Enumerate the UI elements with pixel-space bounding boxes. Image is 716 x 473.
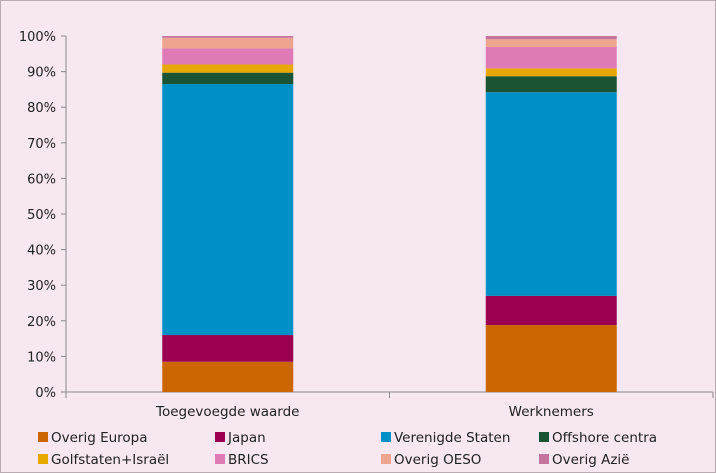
bar-segment-overig-europa <box>485 325 617 392</box>
y-tick-label: 10% <box>27 350 56 365</box>
legend-label: BRICS <box>228 452 269 468</box>
legend-swatch <box>215 432 225 442</box>
legend-label: Overig Europa <box>51 430 148 446</box>
legend-label: Offshore centra <box>552 430 657 446</box>
legend-label: Japan <box>227 430 266 446</box>
y-tick-label: 0% <box>35 386 56 401</box>
legend-swatch <box>38 454 48 464</box>
y-tick-label: 20% <box>27 315 56 330</box>
y-tick-label: 70% <box>27 137 56 152</box>
legend-swatch <box>38 432 48 442</box>
bar-segment-offshore-centra <box>485 76 617 93</box>
bar-segment-overig-azi- <box>162 36 294 38</box>
bar-segment-golfstaten-isra-l <box>485 68 617 77</box>
bar-segment-golfstaten-isra-l <box>162 64 294 73</box>
bar-segment-japan <box>485 295 617 326</box>
y-tick-label: 30% <box>27 279 56 294</box>
bar-segment-verenigde-staten <box>162 84 294 336</box>
bar-segment-brics <box>162 48 294 65</box>
legend-swatch <box>215 454 225 464</box>
bar-segment-overig-oeso <box>162 37 294 49</box>
bar-segment-overig-europa <box>162 361 294 392</box>
y-tick-label: 50% <box>27 208 56 223</box>
legend-swatch <box>381 454 391 464</box>
bar-segment-brics <box>485 47 617 69</box>
legend-swatch <box>381 432 391 442</box>
y-tick-label: 40% <box>27 244 56 259</box>
bar-segment-overig-azi- <box>485 36 617 40</box>
legend-label: Overig Azië <box>552 452 629 468</box>
y-tick-label: 80% <box>27 101 56 116</box>
x-category-label: Werknemers <box>509 404 594 420</box>
y-tick-label: 100% <box>19 30 56 45</box>
legend-swatch <box>539 454 549 464</box>
y-tick-label: 90% <box>27 66 56 81</box>
y-tick-label: 60% <box>27 172 56 187</box>
bar-segment-japan <box>162 335 294 362</box>
bar-segment-overig-oeso <box>485 39 617 48</box>
bar-segment-verenigde-staten <box>485 92 617 296</box>
legend-label: Golfstaten+Israël <box>51 452 169 468</box>
legend-label: Overig OESO <box>394 452 481 468</box>
legend-swatch <box>539 432 549 442</box>
x-category-label: Toegevoegde waarde <box>155 404 299 420</box>
bar-segment-offshore-centra <box>162 72 294 85</box>
legend-label: Verenigde Staten <box>394 430 510 446</box>
